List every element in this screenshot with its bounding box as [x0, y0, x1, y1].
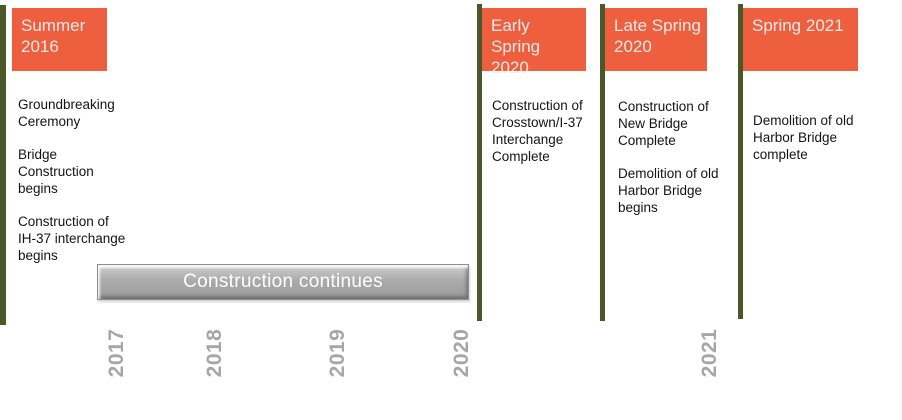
year-label-2019: 2019	[326, 328, 349, 378]
milestone-header-early-spring-2020: Early Spring 2020	[482, 8, 586, 77]
timeline-line-summer-2016	[0, 5, 6, 325]
event-list-early-spring-2020: Construction of Crosstown/I-37 Interchan…	[492, 97, 604, 181]
event-list-spring-2021: Demolition of old Harbor Bridge complete	[753, 112, 877, 179]
timeline-line-early-spring-2020	[477, 4, 482, 321]
event-text: Construction of IH-37 interchange begins	[18, 214, 126, 263]
year-label-2018: 2018	[203, 328, 226, 378]
event-text: Construction of Crosstown/I-37 Interchan…	[492, 98, 583, 164]
event-text: Groundbreaking Ceremony	[18, 97, 115, 129]
milestone-header-summer-2016: Summer 2016	[12, 8, 107, 71]
timeline-line-late-spring-2020	[600, 4, 605, 321]
construction-continues-banner: Construction continues	[97, 264, 469, 300]
banner-label: Construction continues	[183, 271, 383, 292]
year-label-2020: 2020	[450, 328, 473, 378]
event-list-summer-2016: Groundbreaking Ceremony Bridge Construct…	[18, 96, 130, 280]
year-label-2021: 2021	[698, 328, 721, 378]
event-list-late-spring-2020: Construction of New Bridge Complete Demo…	[618, 98, 732, 232]
event-text: Demolition of old Harbor Bridge complete	[753, 113, 854, 162]
event-text: Bridge Construction begins	[18, 147, 94, 196]
event-text: Construction of New Bridge Complete	[618, 99, 709, 148]
year-label-2017: 2017	[105, 328, 128, 378]
milestone-header-spring-2021: Spring 2021	[743, 8, 858, 71]
timeline-line-spring-2021	[738, 4, 743, 319]
event-text: Demolition of old Harbor Bridge begins	[618, 166, 719, 215]
milestone-header-late-spring-2020: Late Spring 2020	[605, 8, 707, 71]
